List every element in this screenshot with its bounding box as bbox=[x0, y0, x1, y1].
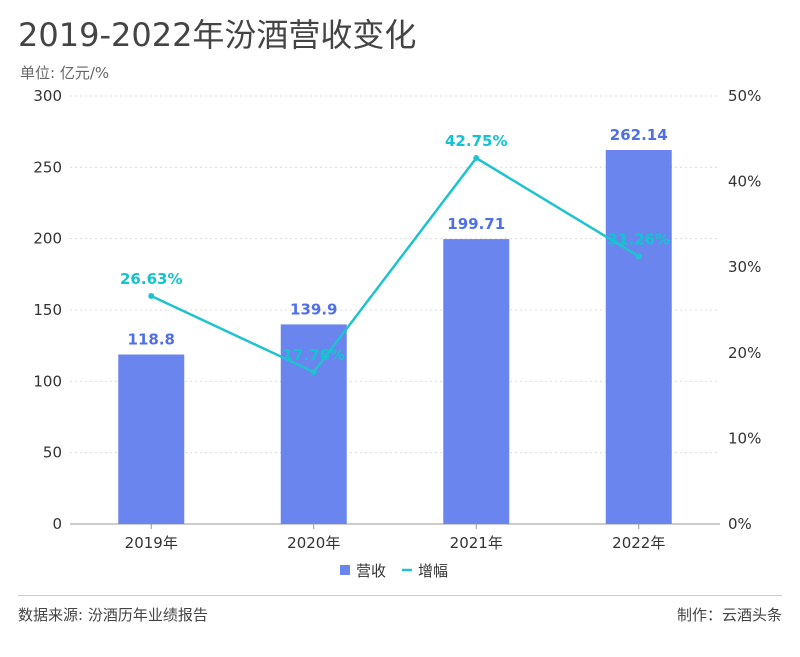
legend: 营收 增幅 bbox=[340, 562, 448, 580]
line-point bbox=[310, 368, 317, 375]
bar-series bbox=[118, 150, 672, 525]
y-right-tick-label: 30% bbox=[728, 258, 761, 276]
footer-divider bbox=[18, 595, 782, 596]
data-labels: 118.8 139.9 199.71 262.14 26.63% 17.76% 42.75%… bbox=[120, 126, 670, 364]
axes: 0 50 100 150 200 250 300 0% 10% 20% 30% 40% 50% 2019年… bbox=[33, 87, 761, 552]
y-left-tick-label: 100 bbox=[33, 372, 62, 390]
bar-value-label: 118.8 bbox=[128, 331, 175, 349]
line-value-label: 31.26% bbox=[608, 230, 670, 248]
line-value-label: 26.63% bbox=[120, 270, 182, 288]
bar-value-label: 139.9 bbox=[290, 300, 337, 318]
legend-bar-swatch bbox=[340, 565, 350, 575]
y-left-tick-label: 300 bbox=[33, 87, 62, 105]
y-left-tick-label: 0 bbox=[52, 515, 62, 533]
line-value-label: 42.75% bbox=[445, 132, 507, 150]
legend-bar-label: 营收 bbox=[356, 562, 386, 580]
growth-line bbox=[150, 156, 640, 374]
x-tick-label: 2022年 bbox=[612, 534, 665, 552]
chart-title: 2019-2022年汾酒营收变化 bbox=[18, 16, 417, 54]
y-right-tick-label: 40% bbox=[728, 173, 761, 191]
unit-label: 单位: 亿元/% bbox=[20, 64, 110, 82]
bar-value-label: 199.71 bbox=[447, 215, 505, 233]
line-value-label: 17.76% bbox=[283, 346, 345, 364]
x-tick-label: 2019年 bbox=[125, 534, 178, 552]
bar bbox=[443, 239, 510, 525]
data-source: 数据来源: 汾酒历年业绩报告 bbox=[18, 606, 208, 624]
line-series bbox=[148, 155, 642, 375]
y-right-tick-label: 10% bbox=[728, 429, 761, 447]
y-left-tick-label: 50 bbox=[43, 444, 62, 462]
line-point bbox=[148, 293, 155, 300]
bar bbox=[280, 324, 347, 524]
chart-canvas: 0 50 100 150 200 250 300 0% 10% 20% 30% 40% 50% 2019年… bbox=[33, 87, 761, 580]
line-point bbox=[635, 253, 642, 260]
x-tick-label: 2021年 bbox=[450, 534, 503, 552]
legend-line-label: 增幅 bbox=[418, 562, 448, 580]
bar-value-label: 262.14 bbox=[610, 126, 668, 144]
y-right-tick-label: 0% bbox=[728, 515, 752, 533]
bar bbox=[605, 150, 672, 524]
line-point bbox=[473, 155, 480, 162]
y-right-tick-label: 50% bbox=[728, 87, 761, 105]
y-left-tick-label: 150 bbox=[33, 301, 62, 319]
credit-label: 制作：云酒头条 bbox=[676, 606, 782, 624]
y-right-tick-label: 20% bbox=[728, 344, 761, 362]
bar bbox=[118, 354, 185, 524]
y-left-tick-label: 250 bbox=[33, 158, 62, 176]
y-left-tick-label: 200 bbox=[33, 230, 62, 248]
x-tick-label: 2020年 bbox=[287, 534, 340, 552]
